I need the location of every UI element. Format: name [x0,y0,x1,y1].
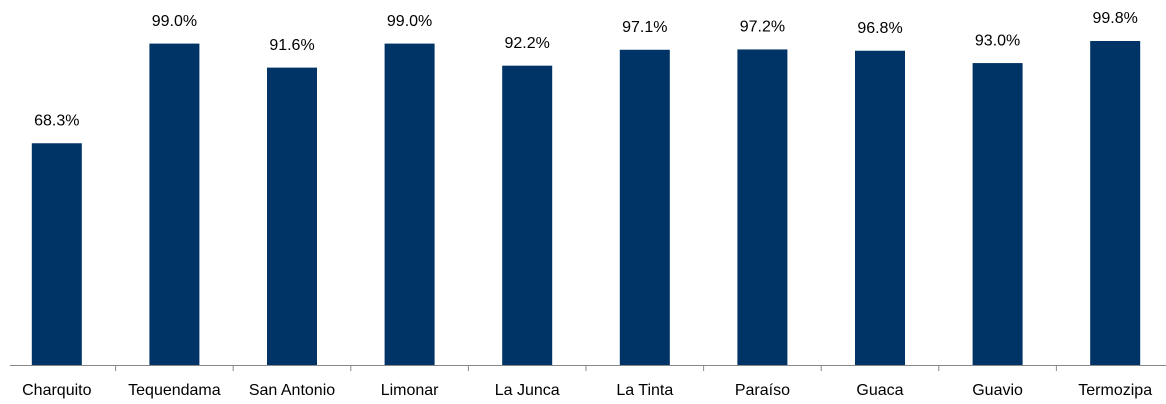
bar [384,43,435,365]
value-label: 97.2% [740,19,785,36]
bar [1090,41,1141,365]
bar [267,67,317,365]
x-tick-label: La Tinta [616,382,673,399]
x-tick-label: Charquito [22,382,91,399]
bar [31,143,82,365]
value-label: 99.0% [387,13,432,30]
x-tick-label: La Junca [495,382,560,399]
value-label: 68.3% [34,112,79,129]
x-tick-label: Guaca [856,382,903,399]
value-label: 96.8% [857,20,902,37]
x-tick-label: San Antonio [249,382,335,399]
bar [737,49,788,365]
x-tick-label: Guavio [972,382,1023,399]
bar [502,65,553,366]
value-label: 92.2% [505,35,550,52]
bar [619,49,670,365]
x-tick-label: Paraíso [735,382,790,399]
value-label: 91.6% [269,37,314,54]
bar [855,50,905,366]
value-label: 97.1% [622,19,667,36]
value-label: 93.0% [975,32,1020,49]
value-label: 99.8% [1093,10,1138,27]
x-tick-label: Tequendama [128,382,221,399]
bar [972,63,1023,366]
x-tick-label: Limonar [381,382,439,399]
bar [149,43,200,365]
value-label: 99.0% [152,13,197,30]
x-tick-label: Termozipa [1078,382,1152,399]
